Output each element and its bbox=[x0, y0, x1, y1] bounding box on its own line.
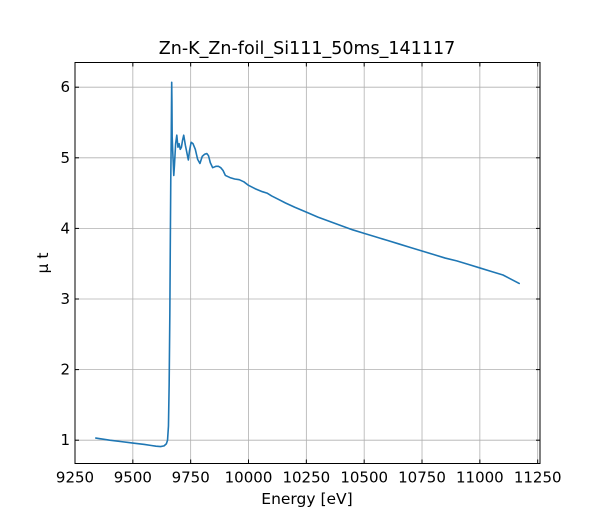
grid-layer bbox=[74, 62, 540, 464]
y-axis-label: μ t bbox=[34, 253, 52, 274]
y-axis-ticks: 1 2 3 4 5 6 bbox=[60, 78, 540, 449]
x-tick-label: 10250 bbox=[282, 469, 330, 487]
x-tick-label: 11250 bbox=[514, 469, 562, 487]
x-axis-label: Energy [eV] bbox=[261, 490, 352, 508]
x-tick-label: 11000 bbox=[456, 469, 504, 487]
x-tick-label: 10500 bbox=[340, 469, 388, 487]
chart-title: Zn-K_Zn-foil_Si111_50ms_141117 bbox=[159, 39, 455, 59]
x-tick-label: 10000 bbox=[225, 469, 273, 487]
y-tick-label: 3 bbox=[60, 290, 70, 308]
x-tick-label: 9750 bbox=[172, 469, 210, 487]
y-tick-label: 6 bbox=[60, 78, 70, 96]
x-tick-label: 9500 bbox=[114, 469, 152, 487]
x-tick-label: 9250 bbox=[56, 469, 94, 487]
y-tick-label: 1 bbox=[60, 431, 70, 449]
y-tick-label: 4 bbox=[60, 219, 70, 237]
plot-frame bbox=[74, 62, 541, 464]
series-layer bbox=[95, 81, 520, 448]
x-axis-ticks: 9250 9500 9750 10000 10250 10500 10750 11000 112… bbox=[56, 62, 562, 487]
y-tick-label: 5 bbox=[60, 149, 70, 167]
x-tick-label: 10750 bbox=[398, 469, 446, 487]
series-line bbox=[95, 81, 520, 448]
y-tick-label: 2 bbox=[60, 361, 70, 379]
